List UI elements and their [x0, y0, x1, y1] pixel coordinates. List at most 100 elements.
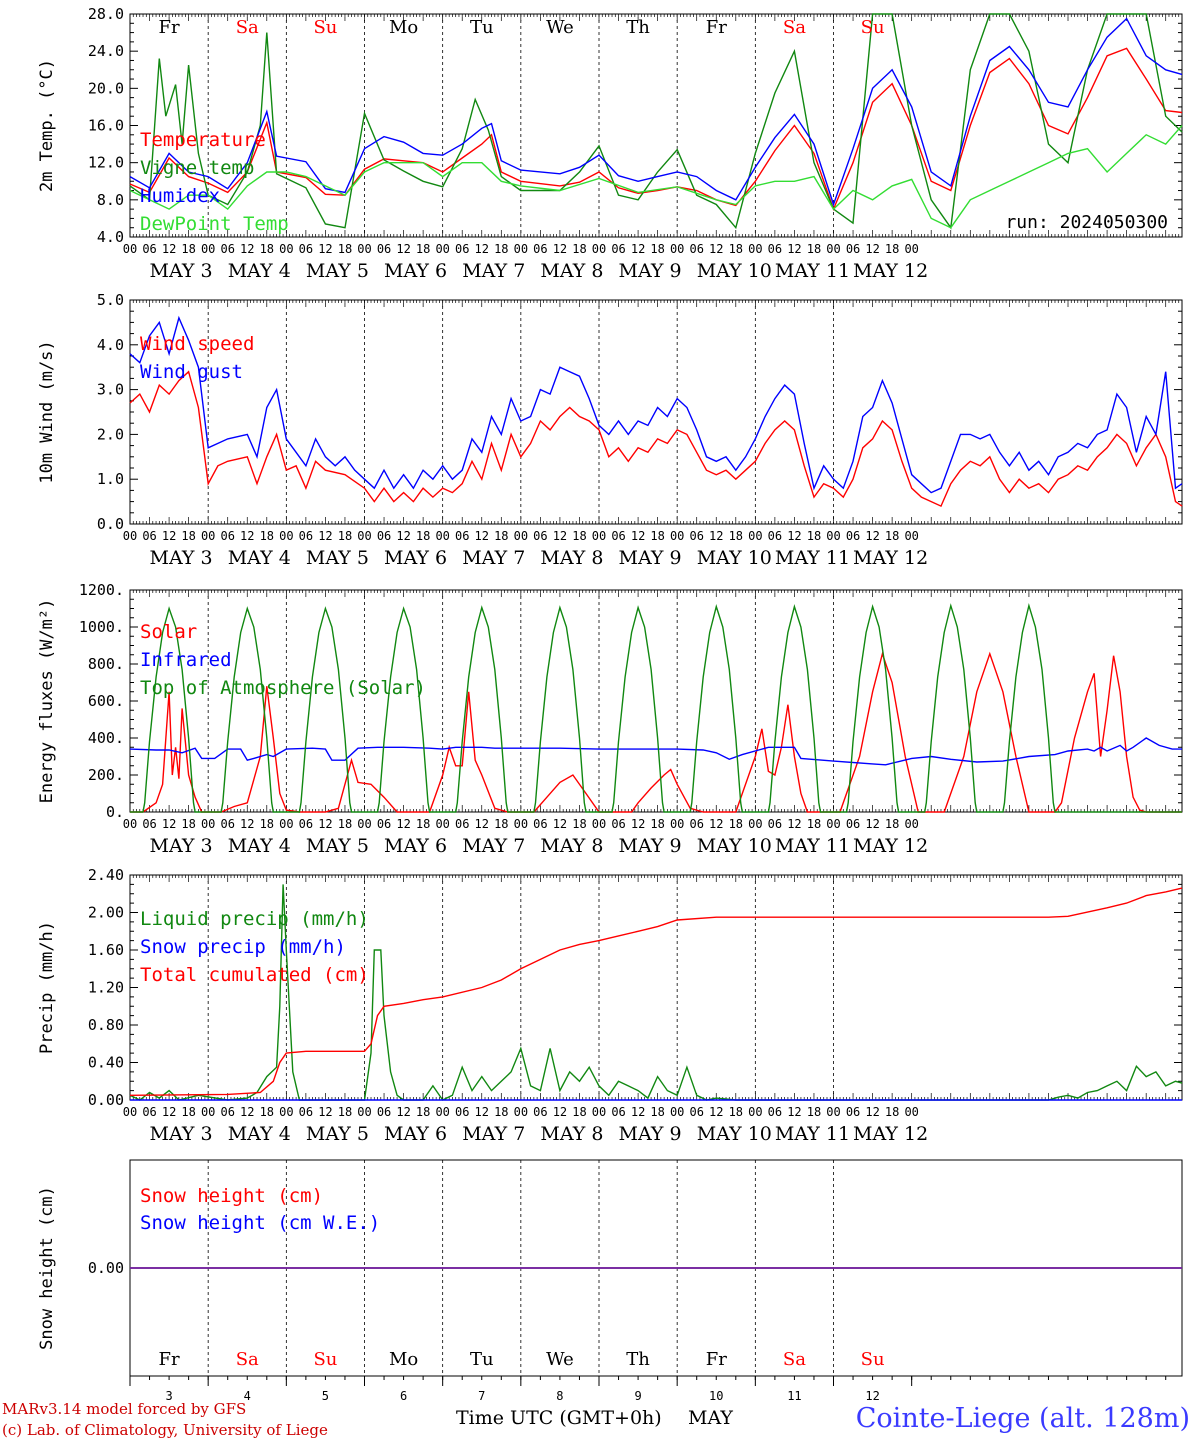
hour-tick-label: 06 [689, 529, 703, 543]
hour-tick-label: 18 [494, 529, 508, 543]
hour-tick-label: 00 [904, 1105, 918, 1119]
y-tick-label: 400. [88, 729, 124, 747]
hour-tick-label: 12 [162, 1105, 176, 1119]
hour-tick-label: 06 [299, 1105, 313, 1119]
hour-tick-label: 00 [592, 529, 606, 543]
hour-tick-label: 00 [279, 1105, 293, 1119]
hour-tick-label: 00 [123, 529, 137, 543]
date-label: MAY 7 [462, 1123, 525, 1145]
y-axis-title: Energy fluxes (W/m²) [37, 599, 57, 804]
date-label: MAY 12 [853, 547, 928, 569]
legend-entry: Vigne temp [140, 157, 254, 179]
hour-tick-label: 18 [572, 817, 586, 831]
hour-tick-label: 12 [240, 817, 254, 831]
hour-tick-label: 00 [670, 817, 684, 831]
hour-tick-label: 18 [260, 529, 274, 543]
hour-tick-label: 00 [748, 1105, 762, 1119]
hour-tick-label: 12 [553, 1105, 567, 1119]
hour-tick-label: 18 [650, 529, 664, 543]
hour-tick-label: 06 [846, 242, 860, 256]
hour-tick-label: 12 [865, 1105, 879, 1119]
panel-5: 0.00 Snow height (cm) Snow height (cm) Snow… [37, 1159, 1183, 1377]
hour-tick-label: 00 [514, 1105, 528, 1119]
x-axis-month: MAY [688, 1407, 733, 1429]
hour-tick-label: 12 [709, 529, 723, 543]
day-name: Fr [159, 17, 180, 38]
y-tick-label: 4.0 [97, 228, 124, 246]
y-tick-label: 0.0 [97, 515, 124, 533]
hour-tick-label: 00 [357, 817, 371, 831]
hour-tick-label: 06 [455, 242, 469, 256]
date-label: MAY 4 [228, 1123, 291, 1145]
hour-tick-label: 00 [279, 242, 293, 256]
day-name: We [546, 1349, 574, 1370]
day-number: 11 [787, 1389, 801, 1403]
y-tick-label: 1000. [79, 618, 124, 636]
hour-tick-label: 12 [709, 1105, 723, 1119]
day-name: Sa [783, 1349, 806, 1370]
hour-tick-label: 18 [572, 529, 586, 543]
date-label: MAY 3 [150, 547, 213, 569]
panel-1: 4.0 8.0 12.0 16.0 20.0 24.0 28.0 2m Temp. (°C) 0… [37, 5, 1183, 282]
y-tick-label: 20.0 [88, 79, 124, 97]
hour-tick-label: 06 [689, 242, 703, 256]
hour-tick-label: 18 [494, 242, 508, 256]
date-label: MAY 11 [775, 547, 850, 569]
date-label: MAY 7 [462, 260, 525, 282]
hour-tick-label: 18 [885, 529, 899, 543]
hour-tick-label: 00 [592, 817, 606, 831]
legend-entry: Temperature [140, 129, 266, 151]
date-label: MAY 6 [384, 547, 447, 569]
day-number: 6 [400, 1389, 407, 1403]
hour-tick-label: 00 [904, 242, 918, 256]
legend-entry: Total cumulated (cm) [140, 964, 369, 986]
hour-tick-label: 06 [142, 529, 156, 543]
date-label: MAY 6 [384, 260, 447, 282]
hour-tick-label: 06 [768, 529, 782, 543]
hour-tick-label: 18 [729, 1105, 743, 1119]
y-tick-label: 1.20 [88, 979, 124, 997]
date-label: MAY 10 [697, 547, 772, 569]
hour-tick-label: 00 [826, 1105, 840, 1119]
hour-tick-label: 18 [494, 817, 508, 831]
hour-tick-label: 12 [865, 242, 879, 256]
lab-credit: (c) Lab. of Climatology, University of L… [2, 1421, 328, 1439]
hour-tick-label: 18 [807, 1105, 821, 1119]
hour-tick-label: 12 [787, 817, 801, 831]
hour-tick-label: 00 [435, 1105, 449, 1119]
y-tick-label: 4.0 [97, 336, 124, 354]
date-label: MAY 9 [619, 835, 682, 857]
hour-tick-label: 00 [201, 1105, 215, 1119]
date-label: MAY 11 [775, 260, 850, 282]
hour-tick-label: 00 [435, 242, 449, 256]
day-name: Fr [706, 1349, 727, 1370]
day-name: Sa [236, 17, 259, 38]
hour-tick-label: 18 [181, 817, 195, 831]
hour-tick-label: 12 [709, 817, 723, 831]
plot-frame [129, 13, 1183, 238]
day-name: We [546, 17, 574, 38]
series-line-wind-gust [129, 315, 1183, 494]
hour-tick-label: 06 [220, 242, 234, 256]
date-label: MAY 11 [775, 1123, 850, 1145]
day-name: Mo [389, 17, 418, 38]
hour-tick-label: 18 [416, 242, 430, 256]
hour-tick-label: 06 [455, 529, 469, 543]
hour-tick-label: 18 [181, 242, 195, 256]
y-tick-label: 3.0 [97, 381, 124, 399]
hour-tick-label: 06 [611, 817, 625, 831]
hour-tick-label: 18 [650, 242, 664, 256]
hour-tick-label: 00 [904, 529, 918, 543]
date-label: MAY 4 [228, 547, 291, 569]
hour-tick-label: 00 [592, 242, 606, 256]
date-label: MAY 7 [462, 547, 525, 569]
hour-tick-label: 18 [650, 1105, 664, 1119]
hour-tick-label: 00 [123, 1105, 137, 1119]
hour-tick-label: 00 [201, 529, 215, 543]
date-label: MAY 12 [853, 260, 928, 282]
series-line-dewpoint-temp [129, 125, 1183, 229]
hour-tick-label: 18 [494, 1105, 508, 1119]
y-axis-title: 10m Wind (m/s) [37, 340, 57, 483]
hour-tick-label: 18 [885, 242, 899, 256]
